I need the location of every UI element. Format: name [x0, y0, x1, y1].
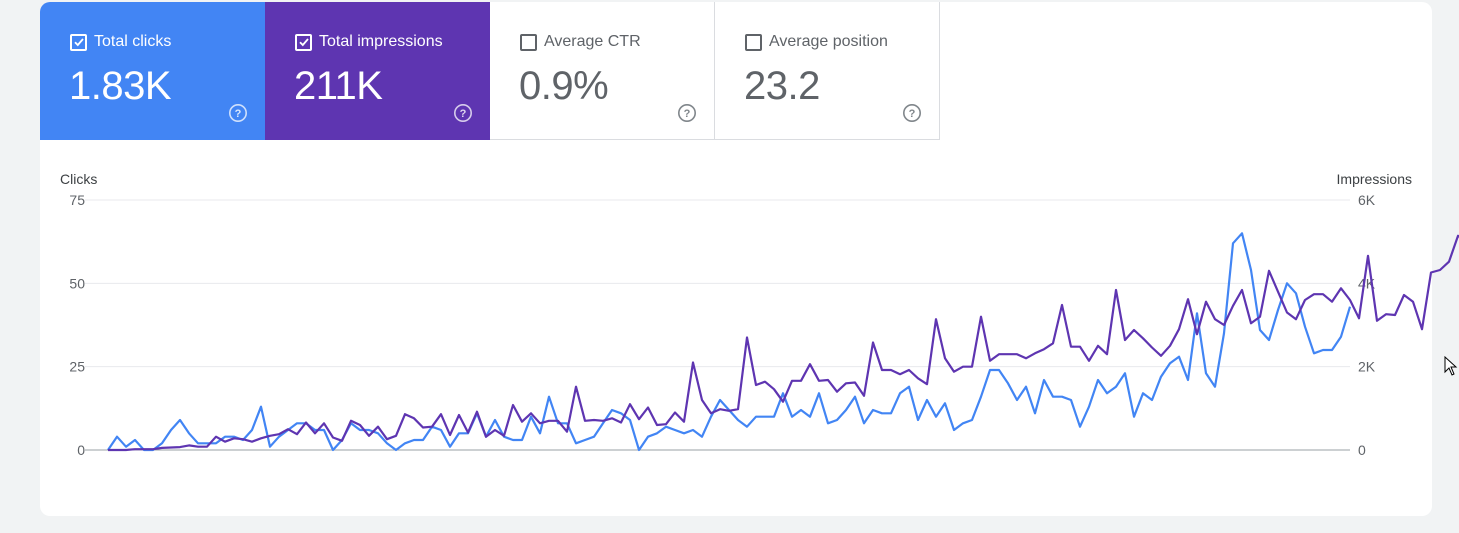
left-tick-label: 0 — [77, 442, 85, 458]
metric-average-position-header: Average position — [745, 33, 888, 51]
metric-tabs: Total clicks 1.83K ? Total impressions 2… — [40, 2, 940, 140]
checkbox-checked-icon[interactable] — [295, 33, 312, 51]
right-tick-label: 2K — [1358, 359, 1376, 375]
help-icon[interactable]: ? — [453, 103, 473, 123]
svg-text:?: ? — [684, 108, 691, 120]
metric-total-clicks-header: Total clicks — [70, 33, 171, 51]
metric-label: Total clicks — [94, 33, 172, 50]
metric-label: Total impressions — [319, 33, 443, 50]
metric-label: Average CTR — [544, 33, 641, 50]
checkbox-unchecked-icon[interactable] — [745, 33, 762, 51]
metric-value: 1.83K — [69, 64, 172, 108]
help-icon[interactable]: ? — [902, 103, 922, 123]
performance-card: Total clicks 1.83K ? Total impressions 2… — [40, 2, 1432, 516]
svg-text:?: ? — [235, 108, 242, 120]
mouse-cursor-icon — [1444, 356, 1458, 376]
right-axis-title: Impressions — [1337, 171, 1412, 187]
metric-value: 211K — [294, 64, 383, 108]
svg-text:?: ? — [909, 108, 916, 120]
metric-average-ctr-header: Average CTR — [520, 33, 641, 51]
metric-average-position[interactable]: Average position 23.2 ? — [715, 2, 940, 140]
metric-total-clicks[interactable]: Total clicks 1.83K ? — [40, 2, 265, 140]
metric-total-impressions[interactable]: Total impressions 211K ? — [265, 2, 490, 140]
right-tick-label: 0 — [1358, 442, 1366, 458]
left-axis-title: Clicks — [60, 171, 97, 187]
metric-total-impressions-header: Total impressions — [295, 33, 443, 51]
metric-average-ctr[interactable]: Average CTR 0.9% ? — [490, 2, 715, 140]
metric-value: 23.2 — [744, 64, 820, 108]
left-tick-label: 25 — [69, 359, 85, 375]
checkbox-checked-icon[interactable] — [70, 33, 87, 51]
help-icon[interactable]: ? — [228, 103, 248, 123]
metric-label: Average position — [769, 33, 888, 50]
series-line — [108, 234, 1459, 452]
help-icon[interactable]: ? — [677, 103, 697, 123]
series-line — [107, 232, 1352, 452]
right-tick-label: 6K — [1358, 192, 1376, 208]
left-tick-label: 50 — [69, 275, 85, 291]
metric-value: 0.9% — [519, 64, 609, 108]
checkbox-unchecked-icon[interactable] — [520, 33, 537, 51]
svg-text:?: ? — [460, 108, 467, 120]
left-tick-label: 75 — [69, 192, 85, 208]
